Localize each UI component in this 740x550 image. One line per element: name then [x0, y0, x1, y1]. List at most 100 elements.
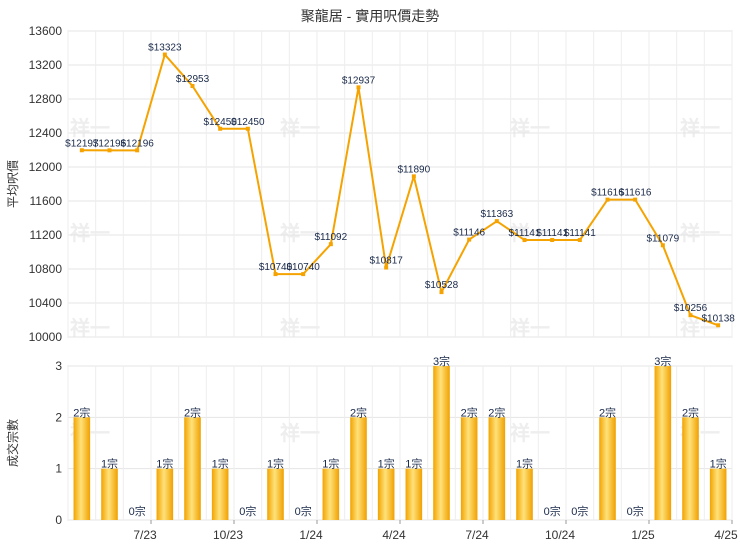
price-point: [384, 265, 389, 270]
price-point: [660, 243, 665, 248]
price-data-label: $11890: [398, 164, 431, 175]
volume-data-label: 2宗: [599, 405, 616, 419]
price-y-tick-label: 12800: [29, 92, 63, 106]
price-data-label: $10817: [369, 256, 403, 267]
volume-bar: [433, 366, 450, 520]
volume-data-label: 1宗: [212, 457, 229, 471]
x-tick-label: 7/23: [133, 528, 157, 542]
volume-bar: [211, 468, 229, 520]
volume-y-tick-label: 2: [55, 410, 62, 424]
price-data-label: $11141: [509, 228, 541, 239]
price-point: [273, 272, 278, 277]
watermark: 祥一: [510, 316, 550, 340]
volume-bar: [322, 468, 340, 520]
watermark: 祥一: [70, 316, 110, 340]
volume-bar: [73, 417, 91, 520]
volume-bar: [350, 417, 367, 520]
watermark: 祥一: [70, 116, 110, 140]
price-data-label: $12197: [65, 138, 99, 149]
price-point: [356, 85, 361, 90]
volume-data-label: 0宗: [571, 504, 588, 518]
price-y-tick-label: 10000: [29, 330, 63, 344]
volume-bar: [654, 366, 672, 520]
volume-data-label: 1宗: [156, 457, 173, 471]
volume-data-label: 0宗: [627, 504, 644, 518]
watermark: 祥一: [510, 116, 550, 140]
volume-data-label: 2宗: [488, 405, 505, 419]
price-data-label: $12953: [176, 74, 210, 85]
volume-bar: [156, 468, 174, 520]
volume-data-label: 1宗: [322, 457, 339, 471]
price-point: [439, 290, 444, 295]
volume-data-label: 0宗: [295, 504, 312, 518]
volume-data-label: 1宗: [101, 457, 118, 471]
price-data-label: $12196: [93, 138, 127, 149]
price-point: [135, 148, 140, 153]
watermark: 祥一: [280, 116, 320, 140]
price-data-label: $10740: [286, 262, 320, 273]
chart-title: 聚龍居 - 實用呎價走勢: [301, 8, 439, 24]
price-data-label: $11141: [536, 228, 568, 239]
price-point: [577, 238, 582, 243]
watermark: 祥一: [70, 221, 110, 245]
x-tick-label: 1/25: [631, 528, 655, 542]
volume-data-label: 3宗: [654, 354, 671, 368]
price-point: [162, 52, 167, 57]
price-y-tick-label: 12400: [29, 126, 63, 140]
price-point: [716, 323, 721, 328]
volume-bar: [184, 417, 201, 520]
volume-bar: [516, 468, 533, 520]
watermark: 祥一: [680, 116, 720, 140]
price-point: [633, 197, 638, 202]
price-data-label: $11079: [647, 233, 680, 244]
price-y-tick-label: 10800: [29, 262, 63, 276]
volume-data-label: 2宗: [682, 405, 699, 419]
price-point: [522, 238, 527, 243]
price-point: [245, 126, 250, 131]
volume-y-axis-label: 成交宗數: [5, 419, 20, 467]
price-series-line: [81, 53, 719, 327]
volume-data-label: 0宗: [544, 504, 561, 518]
price-y-tick-label: 12000: [29, 160, 63, 174]
volume-data-label: 1宗: [710, 457, 727, 471]
volume-bar: [682, 417, 699, 520]
watermark: 祥一: [280, 316, 320, 340]
x-tick-label: 7/24: [465, 528, 489, 542]
watermark: 祥一: [680, 316, 720, 340]
watermark: 祥一: [510, 421, 550, 445]
price-data-label: $10138: [701, 313, 735, 324]
volume-bar: [599, 417, 616, 520]
volume-data-label: 1宗: [516, 457, 533, 471]
price-data-label: $12450: [203, 117, 237, 128]
x-tick-label: 4/24: [382, 528, 406, 542]
price-data-label: $10256: [674, 303, 708, 314]
volume-y-tick-label: 1: [55, 462, 62, 476]
price-point: [79, 148, 84, 153]
watermark: 祥一: [280, 221, 320, 245]
volume-panel: 祥一祥一祥一祥一0123成交宗數2宗1宗0宗1宗2宗1宗0宗1宗0宗1宗2宗1宗…: [5, 354, 738, 542]
x-tick-label: 10/24: [545, 528, 575, 542]
price-data-label: $12937: [342, 75, 376, 86]
price-data-label: $11092: [315, 232, 348, 243]
price-y-tick-label: 13200: [29, 58, 63, 72]
volume-bar: [709, 468, 727, 520]
volume-bar: [488, 417, 506, 520]
volume-data-label: 2宗: [350, 405, 367, 419]
price-data-label: $12196: [120, 138, 154, 149]
price-point: [688, 313, 693, 318]
x-tick-label: 4/25: [714, 528, 738, 542]
price-data-label: $10740: [259, 262, 293, 273]
volume-bar: [101, 468, 118, 520]
price-y-tick-label: 13600: [29, 24, 63, 38]
price-point: [190, 83, 195, 88]
price-data-label: $11146: [453, 228, 485, 239]
price-data-label: $13323: [148, 43, 182, 54]
volume-data-label: 1宗: [267, 457, 284, 471]
volume-y-tick-label: 3: [55, 359, 62, 373]
price-point: [550, 238, 555, 243]
x-tick-label: 10/23: [213, 528, 243, 542]
price-point: [218, 126, 223, 131]
price-data-label: $12450: [231, 117, 265, 128]
